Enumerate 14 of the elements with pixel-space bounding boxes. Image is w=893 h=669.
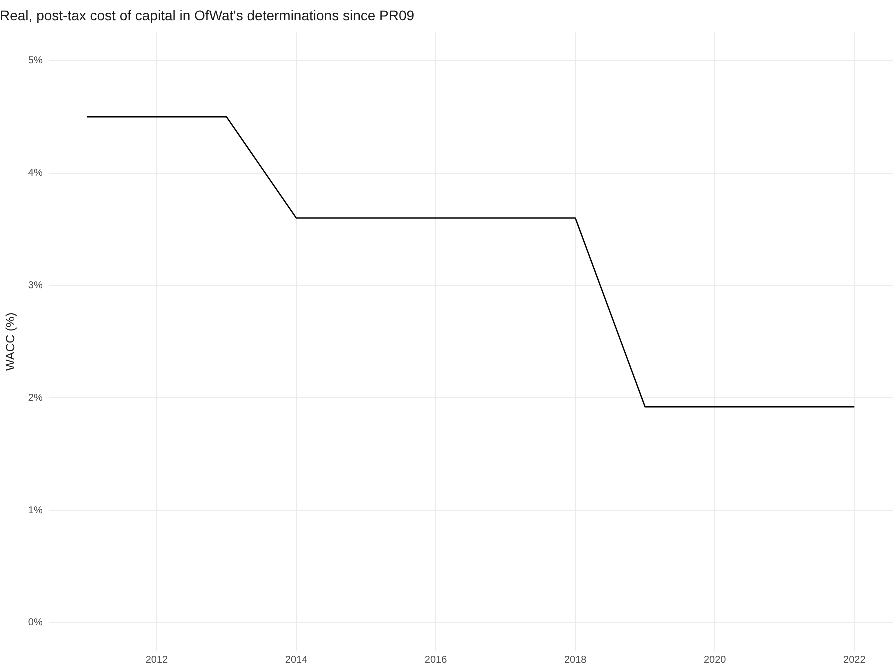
chart-title: Real, post-tax cost of capital in OfWat's determinations since PR09 [0, 7, 415, 24]
x-tick-label: 2016 [424, 654, 448, 666]
x-tick-label: 2020 [704, 654, 727, 666]
y-tick-label: 0% [28, 618, 43, 629]
x-tick-label: 2022 [844, 654, 866, 666]
x-tick-label: 2018 [564, 654, 588, 666]
y-tick-label: 3% [28, 280, 43, 292]
y-tick-label: 4% [28, 168, 43, 180]
y-axis-title: WACC (%) [4, 312, 18, 372]
y-tick-label: 5% [28, 56, 43, 67]
x-tick-label: 2014 [285, 654, 308, 666]
y-tick-label: 2% [28, 392, 43, 404]
x-tick-label: 2012 [146, 654, 169, 666]
y-tick-label: 1% [28, 505, 43, 516]
